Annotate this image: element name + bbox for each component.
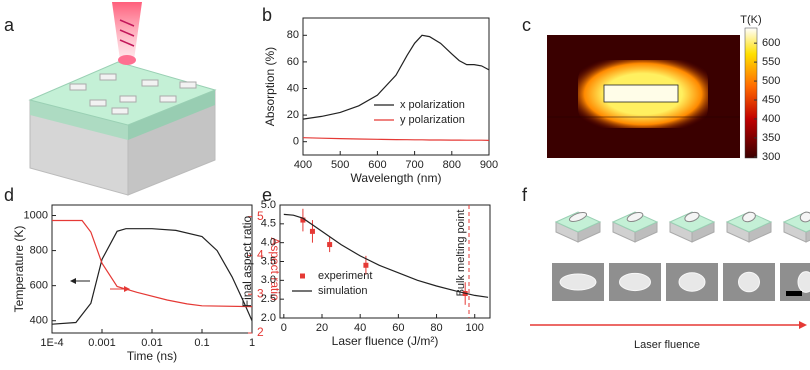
fluence-label: Laser fluence: [634, 339, 700, 351]
series-line: [52, 219, 253, 308]
y2-tick-label: 3: [257, 286, 264, 300]
colorbar-tick-label: 600: [762, 37, 780, 49]
x-tick-label: 900: [480, 159, 498, 171]
panel-label: d: [4, 185, 14, 205]
marker: [300, 217, 306, 223]
marker: [327, 242, 333, 248]
x-tick-label: 800: [443, 159, 461, 171]
y-tick-label: 4.5: [261, 218, 276, 230]
x-tick-label: 1E-4: [40, 337, 63, 349]
x-tick-label: 40: [354, 322, 366, 334]
x-tick-label: 1: [249, 337, 255, 349]
tile-top: [611, 211, 659, 233]
y-axis-title: Absorption (%): [263, 47, 277, 126]
panel-label: f: [522, 185, 528, 205]
tile-side: [805, 229, 810, 243]
micrograph-particle: [678, 272, 706, 292]
x-tick-label: 80: [430, 322, 442, 334]
legend-label: simulation: [318, 285, 368, 297]
particle: [799, 211, 810, 223]
micrograph-particle: [559, 273, 597, 291]
y2-tick-label: 4: [257, 248, 264, 262]
legend-label: y polarization: [400, 114, 465, 126]
y2-tick-label: 2: [257, 325, 264, 339]
colorbar-tick-label: 550: [762, 56, 780, 68]
micrograph-particle: [738, 271, 760, 293]
colorbar-tick-label: 500: [762, 75, 780, 87]
colorbar-tick-label: 450: [762, 94, 780, 106]
scale-bar: [786, 291, 802, 296]
legend-marker: [300, 273, 305, 279]
marker: [309, 228, 315, 234]
panel-label: c: [522, 15, 531, 35]
x-axis-title: Laser fluence (J/m²): [332, 334, 439, 348]
x-tick-label: 0: [281, 322, 287, 334]
x-axis-title: Wavelength (nm): [351, 171, 442, 185]
y2-tick-label: 5: [257, 209, 264, 223]
y-tick-label: 20: [287, 109, 299, 121]
particle: [626, 211, 644, 223]
y2-axis-title: Aspect ratio: [268, 237, 282, 301]
y-tick-label: 0: [293, 136, 299, 148]
series-line: [51, 228, 253, 325]
series-line: [302, 137, 490, 141]
plot-frame: [302, 17, 490, 156]
y-axis-title: Final aspect ratio: [240, 215, 254, 307]
annotation-arrows: [70, 278, 130, 292]
y-tick-label: 60: [287, 56, 299, 68]
y-tick-label: 4.0: [261, 237, 276, 249]
x-tick-label: 600: [368, 159, 386, 171]
illustration-a: [28, 2, 217, 196]
y-tick-label: 3.0: [261, 274, 276, 286]
colorbar-title: T(K): [740, 14, 761, 26]
y-tick-label: 2.0: [261, 312, 276, 324]
colorbar-tick-label: 300: [762, 151, 780, 163]
x-axis-title: Time (ns): [127, 349, 177, 363]
series-line: [302, 34, 490, 120]
y-tick-label: 2.5: [261, 293, 276, 305]
x-tick-label: 0.01: [141, 337, 162, 349]
x-tick-label: 0.1: [194, 337, 209, 349]
colorbar-tick-label: 350: [762, 132, 780, 144]
particle: [684, 211, 700, 223]
marker: [363, 262, 369, 268]
micrograph-particle: [619, 272, 651, 292]
y-tick-label: 800: [30, 244, 48, 256]
particle: [742, 211, 756, 223]
y-tick-label: 1000: [24, 209, 48, 221]
x-tick-label: 0.001: [88, 337, 116, 349]
legend-label: experiment: [318, 270, 372, 282]
x-tick-label: 100: [466, 322, 484, 334]
heatmap: [547, 27, 758, 159]
tile-top: [668, 211, 716, 233]
particle: [568, 211, 588, 223]
legend-label: x polarization: [400, 99, 465, 111]
y-tick-label: 400: [30, 315, 48, 327]
panel-label: a: [4, 15, 15, 35]
y-tick-label: 40: [287, 82, 299, 94]
x-tick-label: 400: [294, 159, 312, 171]
y-tick-label: 3.5: [261, 255, 276, 267]
reference-label: Bulk melting point: [455, 210, 467, 297]
x-tick-label: 60: [392, 322, 404, 334]
y-tick-label: 600: [30, 280, 48, 292]
y-axis-title: Temperature (K): [12, 226, 26, 313]
tile-top: [554, 211, 602, 233]
x-tick-label: 500: [331, 159, 349, 171]
series-line: [283, 213, 489, 298]
y-tick-label: 80: [287, 29, 299, 41]
panel-label: b: [262, 5, 272, 25]
micrograph-particle: [797, 271, 810, 293]
panel-label: e: [262, 185, 272, 205]
x-tick-label: 700: [405, 159, 423, 171]
y-tick-label: 5.0: [261, 199, 276, 211]
colorbar-tick-label: 400: [762, 113, 780, 125]
fluence-arrow-head: [799, 321, 807, 329]
x-tick-label: 20: [316, 322, 328, 334]
